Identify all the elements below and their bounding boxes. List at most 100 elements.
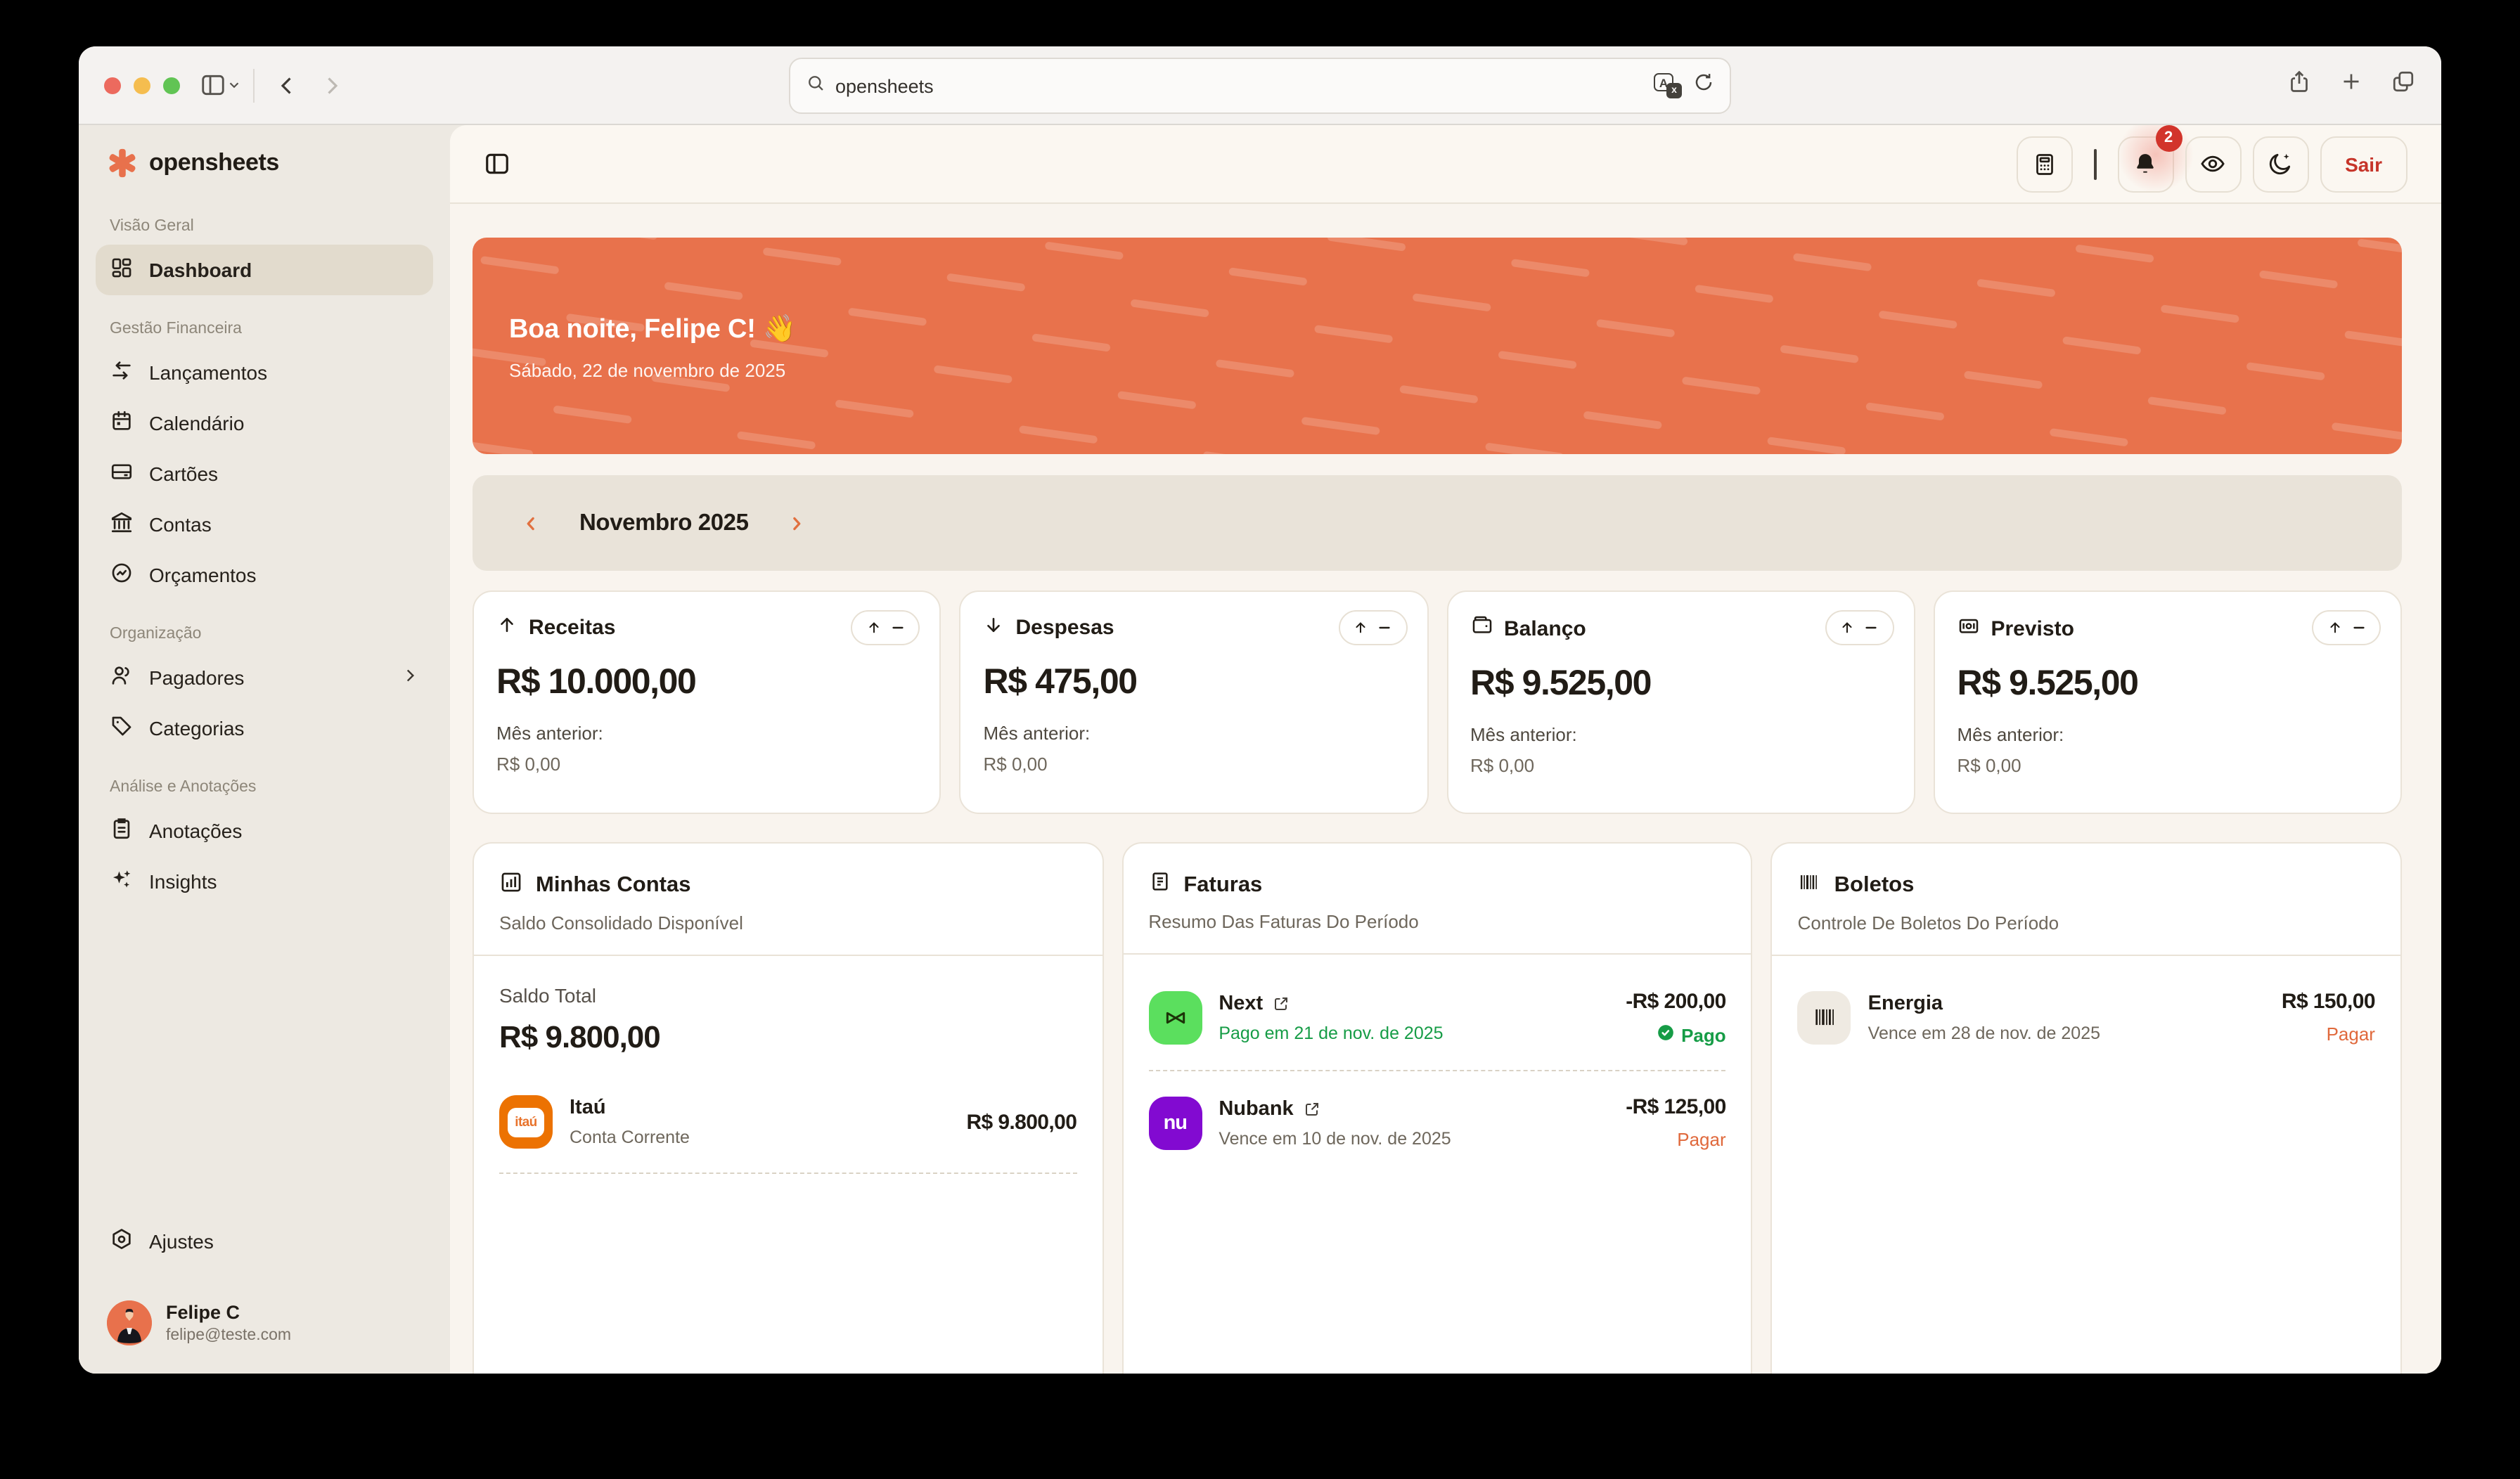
chevron-down-icon[interactable] [226, 77, 242, 93]
sidebar-section-label: Gestão Financeira [110, 321, 242, 337]
sidebar-item-lancamentos[interactable]: Lançamentos [96, 347, 433, 398]
privacy-eye-button[interactable] [2185, 136, 2242, 192]
sidebar-item-orcamentos[interactable]: Orçamentos [96, 550, 433, 600]
tab-overview-icon[interactable] [2391, 69, 2416, 101]
logout-button[interactable]: Sair [2320, 136, 2408, 192]
sidebar-item-label: Lançamentos [149, 361, 268, 384]
sidebar-collapse-icon[interactable] [484, 150, 510, 177]
users-icon [110, 664, 134, 692]
forward-button[interactable] [319, 72, 345, 98]
browser-sidebar-toggle-icon[interactable] [200, 72, 226, 98]
sidebar-item-dashboard[interactable]: Dashboard [96, 245, 433, 295]
invoice-document-icon [1148, 870, 1171, 900]
invoice-detail: Vence em 10 de nov. de 2025 [1219, 1128, 1451, 1148]
stat-value: R$ 9.525,00 [1957, 664, 2139, 703]
greeting-date: Sábado, 22 de novembro de 2025 [509, 359, 786, 380]
divider [1123, 953, 1751, 955]
sidebar-item-contas[interactable]: Contas [96, 499, 433, 550]
credit-card-icon [110, 460, 134, 488]
close-window-button[interactable] [104, 77, 121, 93]
panel-subtitle: Saldo Consolidado Disponível [499, 912, 743, 934]
search-icon [806, 72, 825, 99]
calculator-button[interactable] [2016, 136, 2073, 192]
sparkles-icon [110, 867, 134, 896]
back-button[interactable] [274, 72, 300, 98]
sidebar-section-label: Análise e Anotações [110, 779, 257, 796]
stat-toggle-button[interactable] [1338, 610, 1407, 645]
account-type: Conta Corrente [570, 1128, 690, 1147]
account-balance: R$ 9.800,00 [966, 1110, 1077, 1134]
stat-card-previsto: Previsto R$ 9.525,00 Mês anterior: R$ 0,… [1933, 590, 2402, 814]
bank-icon [110, 510, 134, 538]
user-profile[interactable]: Felipe C felipe@teste.com [96, 1286, 433, 1348]
invoice-status[interactable]: Pagar [1677, 1129, 1726, 1150]
account-row[interactable]: itaú Itaú Conta Corrente R$ 9.800,00 [499, 1095, 1077, 1174]
month-selector: Novembro 2025 [472, 475, 2402, 571]
notification-badge: 2 [2155, 125, 2182, 151]
boletos-panel: Boletos Controle De Boletos Do Período [1770, 842, 2402, 1374]
arrow-down-icon [984, 614, 1005, 641]
boleto-detail: Vence em 28 de nov. de 2025 [1868, 1023, 2101, 1042]
stat-prev-value: R$ 0,00 [1470, 755, 1535, 776]
dashboard-icon [110, 256, 134, 284]
sidebar-item-label: Insights [149, 870, 217, 893]
sidebar-item-ajustes[interactable]: Ajustes [96, 1216, 433, 1267]
clipboard-icon [110, 817, 134, 845]
notifications-button[interactable]: 2 [2116, 125, 2195, 193]
new-tab-icon[interactable] [2339, 69, 2364, 101]
previous-month-button[interactable] [520, 512, 541, 534]
boleto-row[interactable]: Energia Vence em 28 de nov. de 2025 R$ 1… [1797, 990, 2376, 1045]
reload-icon[interactable] [1693, 72, 1714, 100]
budget-chart-icon [110, 561, 134, 589]
sidebar-item-calendario[interactable]: Calendário [96, 398, 433, 448]
stat-value: R$ 10.000,00 [496, 662, 697, 702]
external-link-icon[interactable] [1273, 995, 1290, 1012]
next-month-button[interactable] [787, 512, 808, 534]
app-logo[interactable]: opensheets [96, 148, 433, 179]
sidebar-item-categorias[interactable]: Categorias [96, 703, 433, 754]
sidebar-item-label: Cartões [149, 463, 219, 485]
boleto-amount: R$ 150,00 [2281, 990, 2376, 1014]
share-icon[interactable] [2287, 69, 2312, 101]
stat-toggle-button[interactable] [851, 610, 920, 645]
sidebar-item-anotacoes[interactable]: Anotações [96, 806, 433, 856]
arrow-up-icon [496, 614, 518, 641]
app-header: 2 Sair [450, 125, 2441, 204]
chevron-right-icon [401, 666, 419, 689]
total-balance-label: Saldo Total [499, 984, 597, 1007]
stat-prev-label: Mês anterior: [983, 723, 1091, 744]
sidebar-item-pagadores[interactable]: Pagadores [96, 652, 433, 703]
stat-value: R$ 475,00 [983, 662, 1138, 702]
zoom-window-button[interactable] [163, 77, 180, 93]
sidebar-item-insights[interactable]: Insights [96, 856, 433, 907]
nubank-logo: nu [1148, 1096, 1202, 1149]
stat-prev-value: R$ 0,00 [496, 754, 561, 775]
sidebar: opensheets Visão Geral Dashboard Gestão … [79, 125, 450, 1374]
transactions-swap-icon [110, 359, 134, 387]
itau-logo: itaú [499, 1095, 553, 1149]
stat-prev-value: R$ 0,00 [1957, 755, 2021, 776]
boleto-status[interactable]: Pagar [2326, 1023, 2375, 1045]
panel-subtitle: Controle De Boletos Do Período [1797, 912, 2059, 934]
dashboard-content: Boa noite, Felipe C! 👋 Sábado, 22 de nov… [450, 204, 2441, 1374]
invoice-row[interactable]: Next Pago em 21 de nov. de 2025 [1148, 966, 1726, 1071]
stat-prev-label: Mês anterior: [1957, 724, 2064, 745]
invoice-row[interactable]: nu Nubank Vence em 10 de n [1148, 1071, 1726, 1174]
user-name: Felipe C [166, 1301, 240, 1323]
wallet-icon [1470, 614, 1493, 642]
stat-toggle-button[interactable] [1825, 610, 1894, 645]
dark-mode-button[interactable] [2252, 136, 2309, 192]
sidebar-item-label: Anotações [149, 820, 243, 842]
sidebar-item-cartoes[interactable]: Cartões [96, 448, 433, 499]
stat-prev-label: Mês anterior: [496, 723, 603, 744]
traffic-lights [104, 77, 180, 93]
user-email: felipe@teste.com [166, 1327, 292, 1345]
external-link-icon[interactable] [1304, 1100, 1320, 1117]
opensheets-logo-icon [107, 148, 138, 179]
stat-toggle-button[interactable] [2312, 610, 2381, 645]
minimize-window-button[interactable] [134, 77, 150, 93]
